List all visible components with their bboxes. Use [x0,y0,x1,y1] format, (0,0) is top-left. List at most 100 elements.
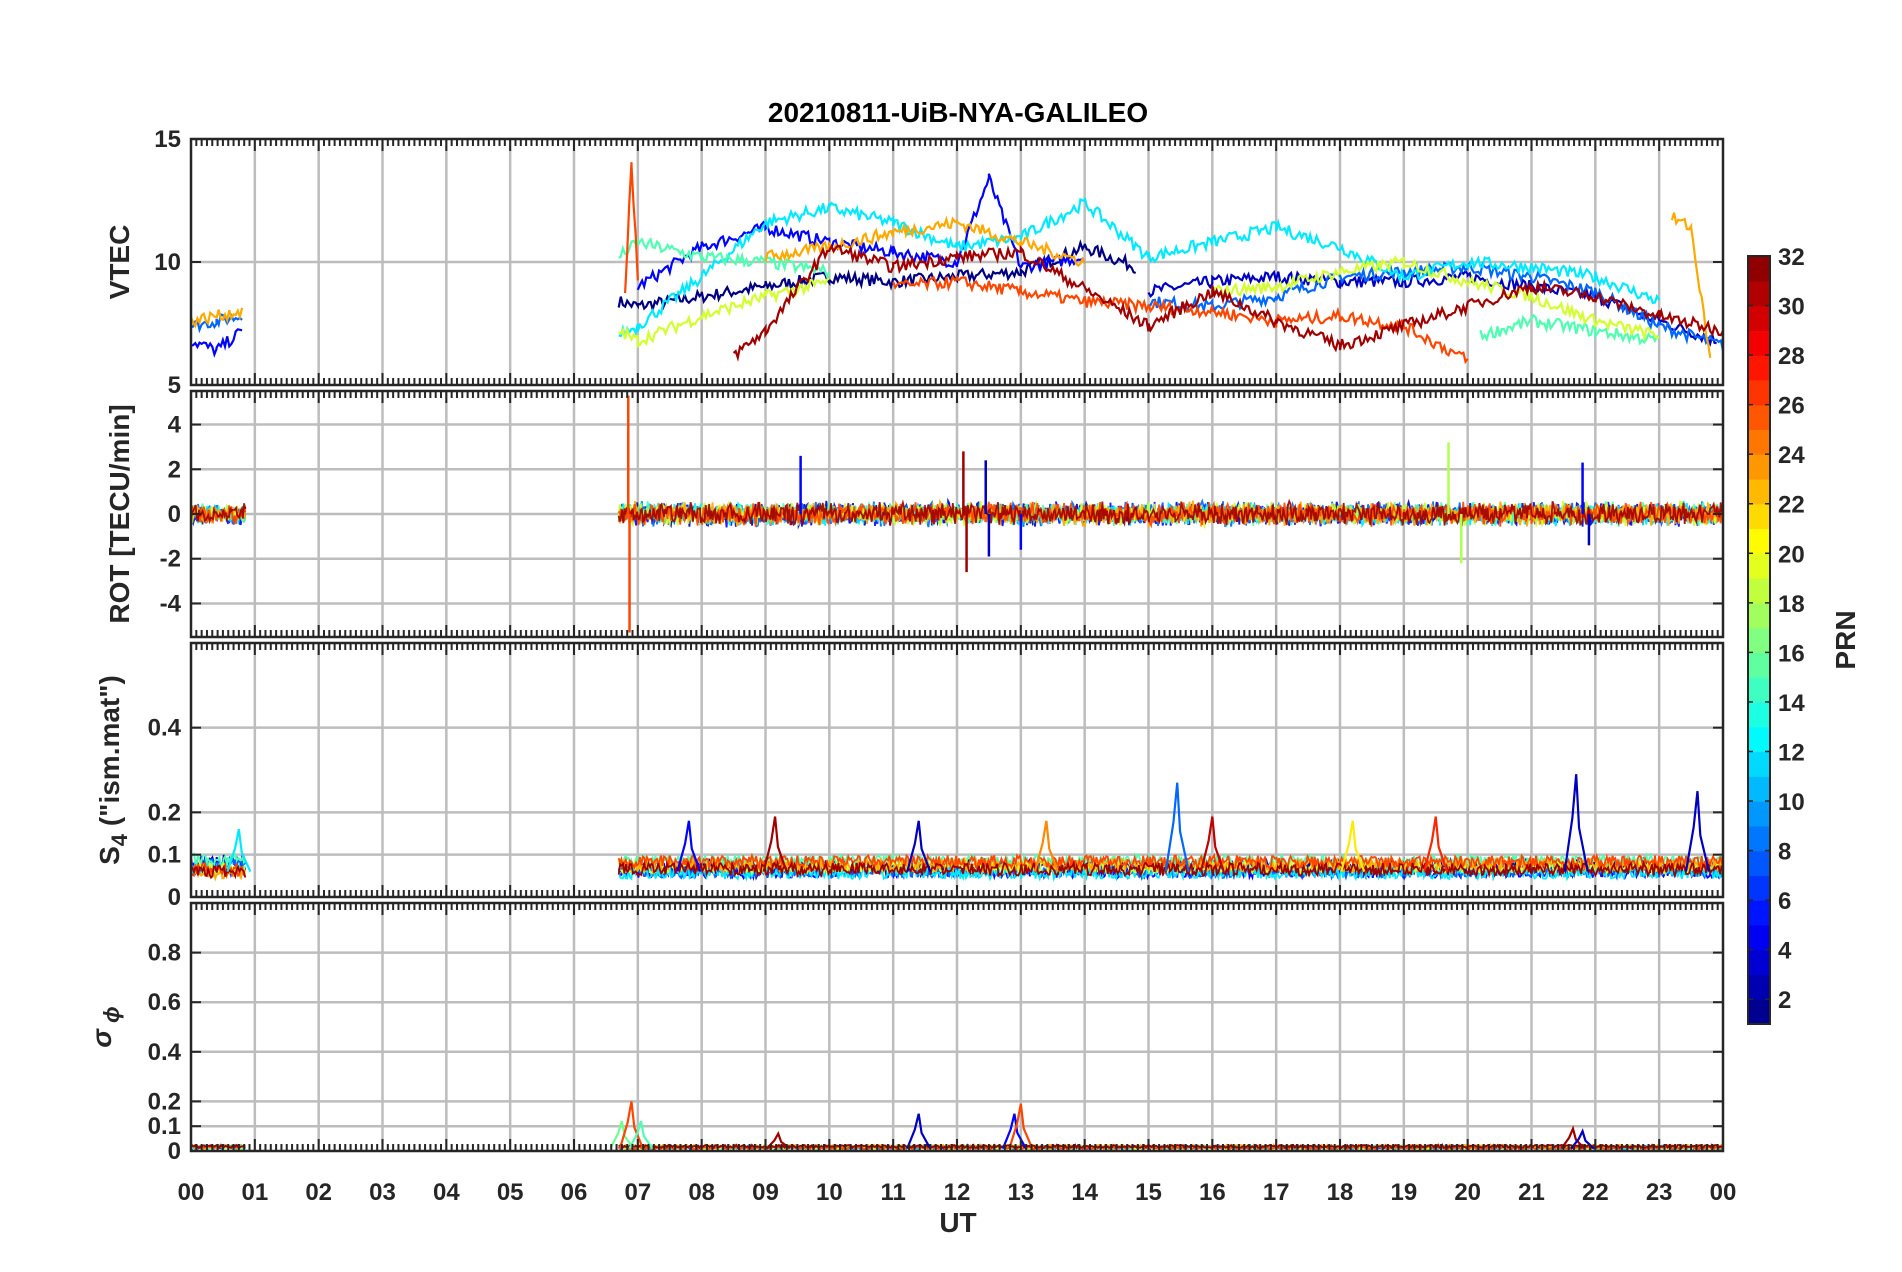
colorbar-swatch [1748,454,1770,480]
colorbar-swatch [1748,825,1770,852]
x-tick-label: 00 [1710,1179,1737,1206]
y-tick-label: 0.4 [148,1039,182,1066]
x-tick-label: 17 [1263,1179,1290,1206]
x-tick-label: 15 [1135,1179,1162,1206]
colorbar-swatch [1748,578,1770,604]
series-line-prn-15 [618,236,831,280]
series-line-prn-8 [190,313,243,334]
x-tick-label: 05 [497,1179,524,1206]
colorbar-swatch [1748,776,1770,802]
colorbar-swatch [1748,677,1770,703]
panel-data [189,162,1725,365]
x-tick-label: 09 [752,1179,779,1206]
panel-s4: 0 0.1 0.2 0.4 S4 ("ism.mat") [94,641,1725,911]
x-tick-label: 04 [433,1179,460,1206]
series-line-prn-23 [764,215,1086,268]
panel-vtec: 5 10 15 VTEC [104,126,1725,399]
colorbar-label: PRN [1830,610,1861,669]
x-tick-label: 21 [1518,1179,1545,1206]
colorbar-tick-label: 14 [1778,690,1805,717]
peak [1423,816,1449,872]
x-tick-label: 18 [1327,1179,1354,1206]
colorbar-tick-label: 18 [1778,591,1805,618]
series-line-prn-31 [617,859,1724,879]
series-line-prn-31 [190,863,247,880]
x-tick-label: 22 [1582,1179,1609,1206]
peak [1684,791,1711,872]
colorbar-swatch [1748,850,1770,876]
colorbar-swatch [1748,528,1770,554]
y-tick-label: 4 [168,412,182,439]
colorbar-swatch [1748,924,1770,951]
panel-axes: 00.10.2 0.4 0.6 0.8 [148,901,1725,1165]
x-tick-label: 02 [305,1179,332,1206]
peak [906,820,932,872]
colorbar-swatch [1748,652,1770,678]
colorbar-swatch [1748,256,1770,282]
peak [1199,816,1225,872]
series-line-prn-8 [1147,260,1725,351]
x-tick-label: 11 [880,1179,905,1206]
series-line-prn-23 [1670,212,1712,358]
peak [1033,820,1059,872]
colorbar-tick-label: 2 [1778,987,1791,1014]
y-tick-label: 0.1 [148,1113,181,1140]
colorbar-swatch [1748,751,1770,777]
peak [1570,1128,1595,1150]
colorbar-swatch [1748,627,1770,653]
colorbar-swatch [1748,478,1770,505]
x-tick-label: 12 [944,1179,971,1206]
y-tick-label: -2 [160,546,181,573]
colorbar-tick-label: 8 [1778,839,1791,866]
peak [906,1113,932,1150]
y-tick-label: 0.2 [148,799,181,826]
colorbar-swatch [1748,404,1770,431]
y-tick-label: 0 [168,501,181,528]
colorbar-tick-label: 26 [1778,393,1805,420]
y-axis-label: VTEC [104,225,135,300]
x-tick-label: 10 [816,1179,843,1206]
panel-axes: -4 -2 0 2 4 [160,389,1725,639]
y-axis-label: σ ϕ [86,1006,124,1047]
colorbar-frame [1747,255,1771,1025]
colorbar-swatch [1748,974,1770,1000]
y-tick-label: 2 [168,456,181,483]
peak [1164,782,1190,872]
y-tick-label: 10 [154,249,181,276]
y-tick-label: 0.1 [148,842,181,869]
y-tick-label: 0.8 [148,940,181,967]
colorbar-tick-label: 10 [1778,789,1805,816]
series-line-prn-12 [618,197,1661,338]
x-tick-label: 20 [1454,1179,1481,1206]
x-tick-label: 23 [1646,1179,1673,1206]
colorbar-tick-label: 32 [1778,244,1805,271]
x-axis: 00 01 02 03 04 05 06 07 08 09 10 11 12 13 14 15 16 17 18 19… [178,1179,1737,1206]
x-tick-label: 06 [561,1179,588,1206]
peak [762,816,788,872]
panel-sigma: 00.10.2 0.4 0.6 0.8 σ ϕ [86,901,1725,1165]
series-line-prn-26 [892,274,1469,365]
colorbar-tick-label: 22 [1778,492,1805,519]
x-tick-label: 08 [688,1179,715,1206]
y-tick-label: 0.4 [148,715,182,742]
y-axis-label: S4 ("ism.mat") [94,675,132,865]
series-line-prn-26 [624,162,639,294]
colorbar-swatch [1748,305,1770,331]
panel-axes: 0 0.1 0.2 0.4 [148,641,1725,911]
colorbar-swatch [1748,330,1770,356]
x-tick-label: 07 [624,1179,651,1206]
rot-series-prn-31 [617,498,1724,528]
x-tick-label: 13 [1007,1179,1034,1206]
colorbar-tick-label: 30 [1778,294,1805,321]
y-tick-label: 0.2 [148,1088,181,1115]
panel-data [190,395,1724,633]
series-line-prn-23 [189,307,244,329]
chart-title: 20210811-UiB-NYA-GALILEO [768,97,1148,128]
peak [1001,1113,1027,1150]
colorbar-swatch [1748,280,1770,307]
colorbar-swatch [1748,726,1770,753]
panel-rot: -4 -2 0 2 4 ROT [TECU/min] [104,389,1725,639]
y-tick-label: 5 [168,372,181,399]
